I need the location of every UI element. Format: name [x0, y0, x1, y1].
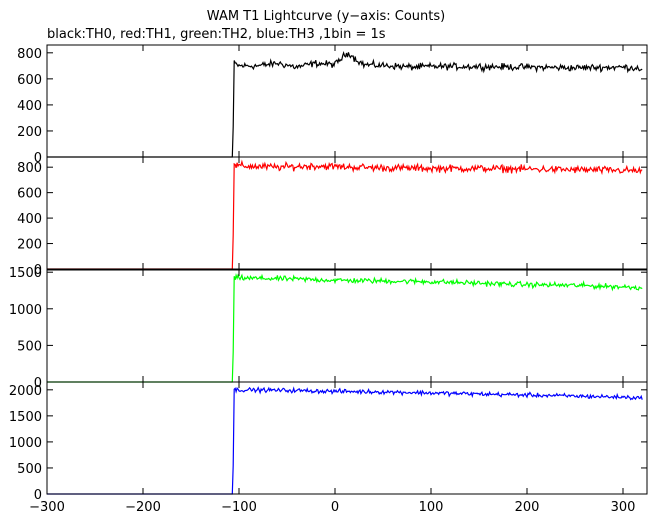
chart-title: WAM T1 Lightcurve (y−axis: Counts)	[206, 9, 446, 24]
x-tick-label: 300	[611, 500, 636, 515]
y-tick-label-TH0: 800	[17, 47, 42, 62]
y-tick-label-TH2: 1500	[9, 266, 42, 281]
x-tick-label: −100	[221, 500, 257, 515]
y-tick-label-TH2: 0	[34, 376, 42, 391]
y-tick-label-TH2: 500	[17, 339, 42, 354]
y-tick-label-TH1: 400	[17, 212, 42, 227]
y-tick-label-TH3: 2000	[9, 384, 42, 399]
series-TH3	[47, 386, 643, 495]
y-tick-label-TH0: 0	[34, 151, 42, 166]
y-tick-label-TH0: 200	[17, 125, 42, 140]
y-tick-label-TH3: 1500	[9, 410, 42, 425]
y-tick-label-TH2: 1000	[9, 303, 42, 318]
panel-frame-TH1	[46, 156, 648, 270]
panel-frame-TH2	[46, 269, 648, 383]
x-tick-label: −200	[125, 500, 161, 515]
y-tick-label-TH1: 600	[17, 187, 42, 202]
y-tick-label-TH1: 800	[17, 161, 42, 176]
x-tick-label: 200	[515, 500, 540, 515]
series-TH2	[47, 272, 643, 383]
y-tick-label-TH0: 600	[17, 73, 42, 88]
x-tick-label: 0	[331, 500, 339, 515]
y-tick-label-TH1: 200	[17, 238, 42, 253]
panel-frame-TH3	[46, 381, 648, 495]
y-tick-label-TH0: 400	[17, 99, 42, 114]
chart-subtitle: black:TH0, red:TH1, green:TH2, blue:TH3 …	[47, 27, 386, 42]
y-tick-label-TH3: 0	[34, 488, 42, 503]
panel-frame-TH0	[46, 44, 648, 158]
x-tick-label: 100	[419, 500, 444, 515]
series-TH0	[47, 50, 643, 158]
y-tick-label-TH3: 1000	[9, 436, 42, 451]
x-tick-label: −300	[29, 500, 65, 515]
series-TH1	[47, 159, 643, 270]
y-tick-label-TH3: 500	[17, 462, 42, 477]
y-tick-label-TH1: 0	[34, 263, 42, 278]
